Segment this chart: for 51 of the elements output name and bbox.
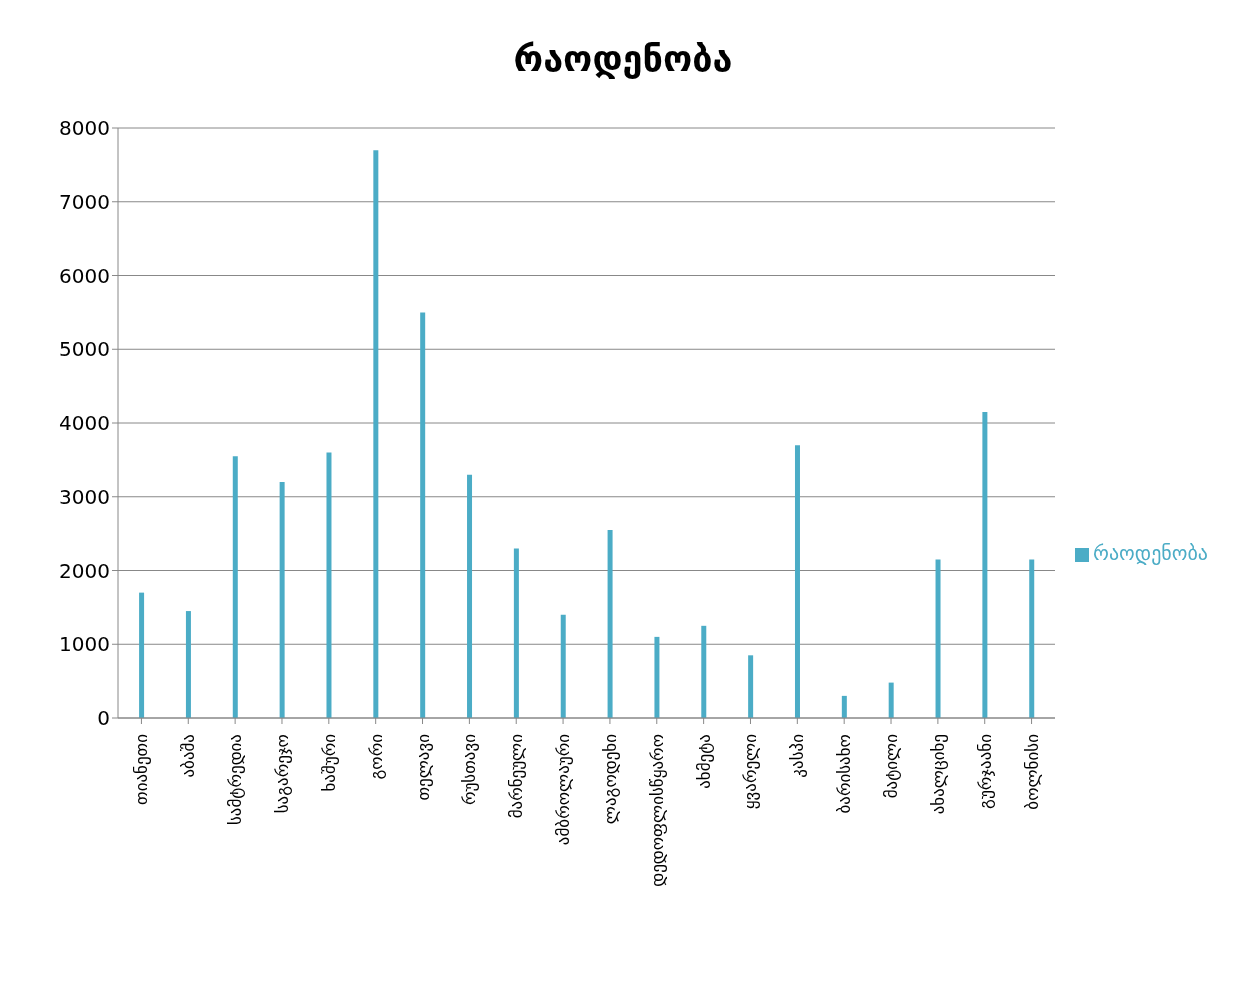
bar	[607, 529, 613, 718]
x-tick-label: აბაშა	[178, 734, 199, 778]
x-tick-label: გურჯაანი	[974, 734, 995, 809]
bar	[982, 411, 988, 718]
chart-title: რაოდენობა	[512, 37, 734, 81]
bar	[888, 682, 894, 718]
x-tick-label: ამბროლაური	[553, 734, 574, 846]
x-tick-label: სამტრედია	[225, 734, 246, 826]
bar	[654, 636, 660, 718]
x-tick-label: ლაგოდეხი	[599, 734, 620, 825]
y-tick-label: 2000	[59, 558, 110, 583]
bar	[139, 592, 145, 718]
y-tick-label: 4000	[59, 411, 110, 436]
y-tick-label: 1000	[59, 632, 110, 657]
y-tick-label: 0	[97, 706, 110, 731]
bar	[467, 474, 473, 718]
bar	[841, 695, 847, 718]
x-tick-label: მატილი	[881, 734, 902, 799]
x-tick-label: მარნეული	[506, 734, 527, 819]
x-tick-label: რუსთავი	[459, 734, 480, 806]
bar	[185, 611, 191, 718]
x-tick-label: გორი	[365, 734, 386, 780]
bar	[701, 625, 707, 718]
x-tick-label: საგარეჯო	[271, 734, 292, 814]
x-tick-label: ახალციხე	[927, 734, 948, 815]
bar	[279, 482, 285, 718]
y-tick-label: 3000	[59, 484, 110, 509]
bar	[935, 559, 941, 718]
legend-label: რაოდენობა	[1093, 541, 1208, 565]
y-tick-label: 8000	[59, 116, 110, 141]
x-tick-label: ყვარელი	[740, 734, 761, 810]
x-tick-label: დედოფლისწყარო	[646, 734, 667, 887]
bar	[232, 456, 238, 718]
y-tick-label: 7000	[59, 189, 110, 214]
bar	[560, 614, 566, 718]
x-tick-label: კასპი	[787, 734, 808, 778]
x-tick-label: ახმეტა	[693, 734, 714, 789]
y-tick-label: 6000	[59, 263, 110, 288]
y-tick-label: 5000	[59, 337, 110, 362]
x-tick-label: თიანეთი	[131, 734, 152, 805]
x-tick-label: თელავი	[412, 734, 433, 801]
bar	[420, 312, 426, 718]
x-tick-label: ბოლნისი	[1021, 734, 1042, 810]
bar	[373, 150, 379, 718]
bar	[326, 452, 332, 718]
bar	[794, 445, 800, 718]
x-tick-label: ბარისახო	[834, 734, 855, 814]
bar	[513, 548, 519, 718]
bar	[748, 655, 754, 718]
bar	[1029, 559, 1035, 718]
x-tick-label: ხაშური	[318, 734, 339, 792]
